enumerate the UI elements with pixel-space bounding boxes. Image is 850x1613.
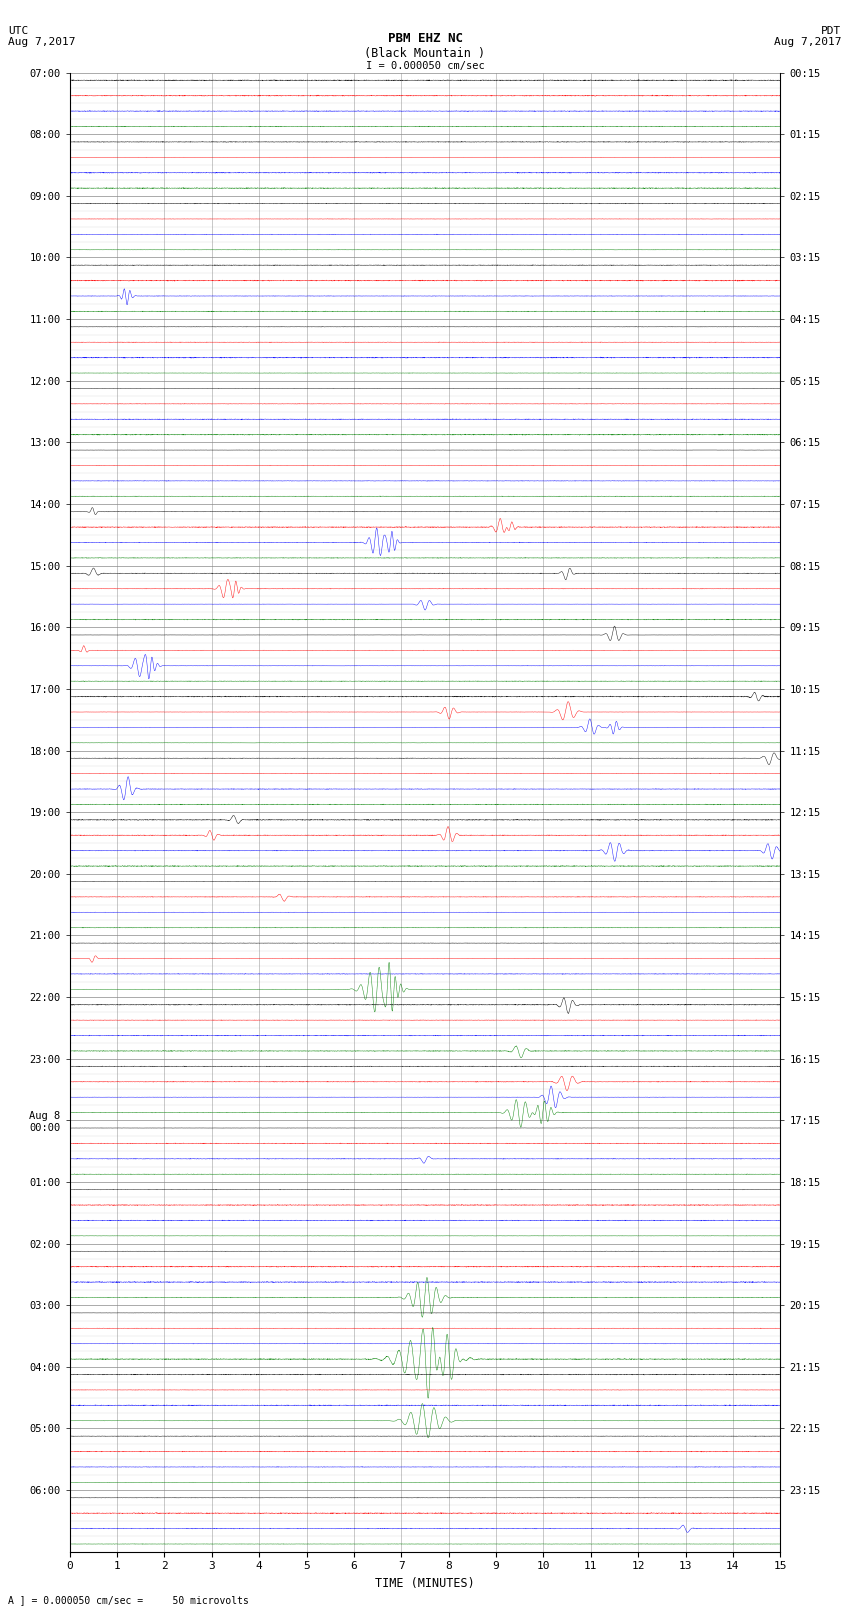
Text: A ] = 0.000050 cm/sec =     50 microvolts: A ] = 0.000050 cm/sec = 50 microvolts	[8, 1595, 249, 1605]
Text: PBM EHZ NC: PBM EHZ NC	[388, 32, 462, 45]
Text: (Black Mountain ): (Black Mountain )	[365, 47, 485, 60]
Text: Aug 7,2017: Aug 7,2017	[8, 37, 76, 47]
X-axis label: TIME (MINUTES): TIME (MINUTES)	[375, 1578, 475, 1590]
Text: PDT: PDT	[821, 26, 842, 35]
Text: I = 0.000050 cm/sec: I = 0.000050 cm/sec	[366, 61, 484, 71]
Text: Aug 7,2017: Aug 7,2017	[774, 37, 842, 47]
Text: UTC: UTC	[8, 26, 29, 35]
